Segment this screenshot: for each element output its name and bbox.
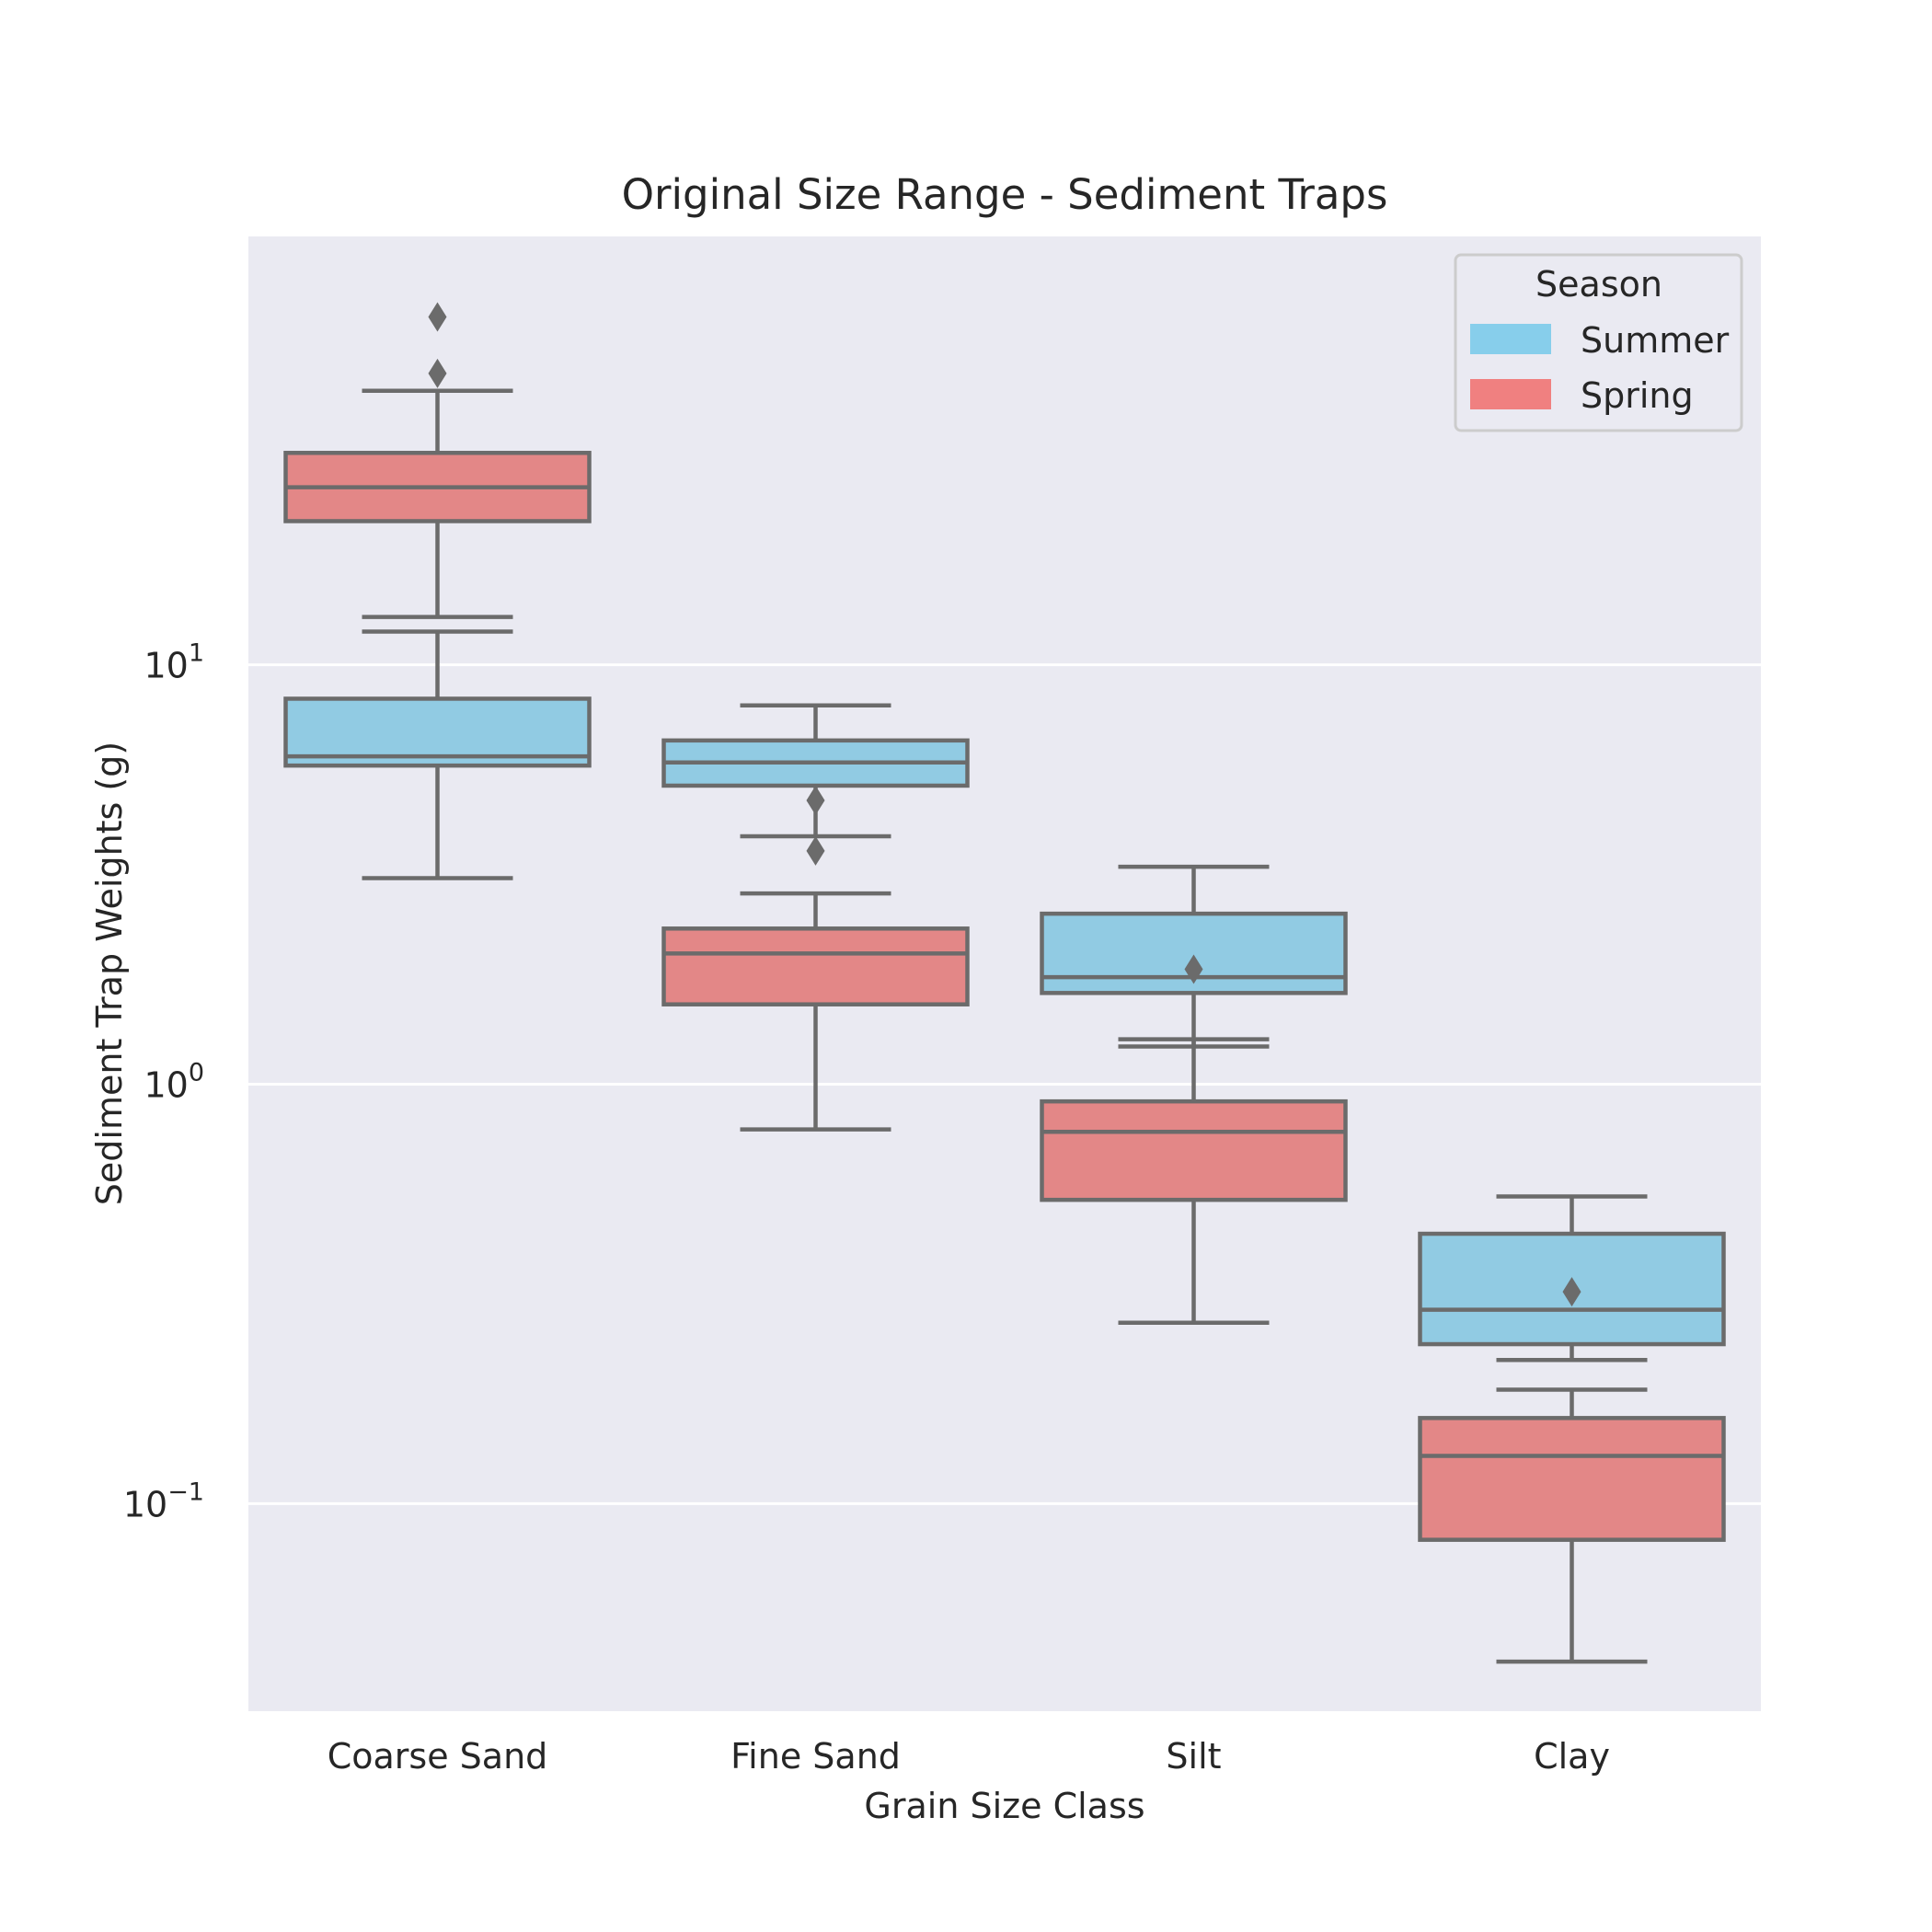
y-tick-base: 10 [144,646,188,686]
outlier-point [428,302,447,332]
box-spring-1 [283,302,592,619]
y-axis-label: Sediment Trap Weights (g) [89,742,130,1205]
x-tick-labels: Coarse Sand Fine Sand Silt Clay [328,1736,1610,1777]
y-tick-exponent: 0 [189,1058,204,1087]
y-tick-label: 100 [144,1058,204,1105]
x-tick-label: Silt [1166,1736,1221,1777]
iqr-box [1418,1416,1726,1542]
box-summer-4 [1418,1194,1726,1363]
box-spring-4 [1418,1387,1726,1664]
outlier-point [806,835,825,866]
outlier-point [1562,1277,1581,1307]
box-spring-2 [661,835,970,1132]
outlier-point [1184,954,1203,984]
iqr-box [1040,1098,1348,1202]
box-spring-3 [1040,1037,1348,1325]
x-tick-label: Fine Sand [730,1736,901,1777]
y-tick-label: 10−1 [123,1478,204,1524]
y-tick-exponent: 1 [189,639,204,668]
box-summer-3 [1040,864,1348,1049]
x-axis-label: Grain Size Class [864,1786,1144,1826]
legend-swatch-spring [1470,379,1551,409]
x-tick-label: Clay [1534,1736,1610,1777]
x-tick-label: Coarse Sand [328,1736,548,1777]
legend-title: Season [1535,264,1662,305]
legend-swatch-summer [1470,324,1551,354]
y-tick-exponent: −1 [167,1478,204,1506]
outlier-point [428,358,447,388]
legend-label-summer: Summer [1581,320,1730,361]
legend: Season Summer Spring [1454,253,1743,432]
box-summer-2 [661,703,970,839]
box-summer-1 [283,629,592,880]
legend-label-spring: Spring [1581,375,1694,416]
y-tick-label: 101 [144,639,204,686]
y-tick-base: 10 [144,1064,188,1105]
box-series [283,302,1726,1664]
outlier-point [806,785,825,815]
chart-title: Original Size Range - Sediment Traps [622,170,1388,219]
y-tick-base: 10 [123,1484,167,1524]
iqr-box [661,926,970,1006]
